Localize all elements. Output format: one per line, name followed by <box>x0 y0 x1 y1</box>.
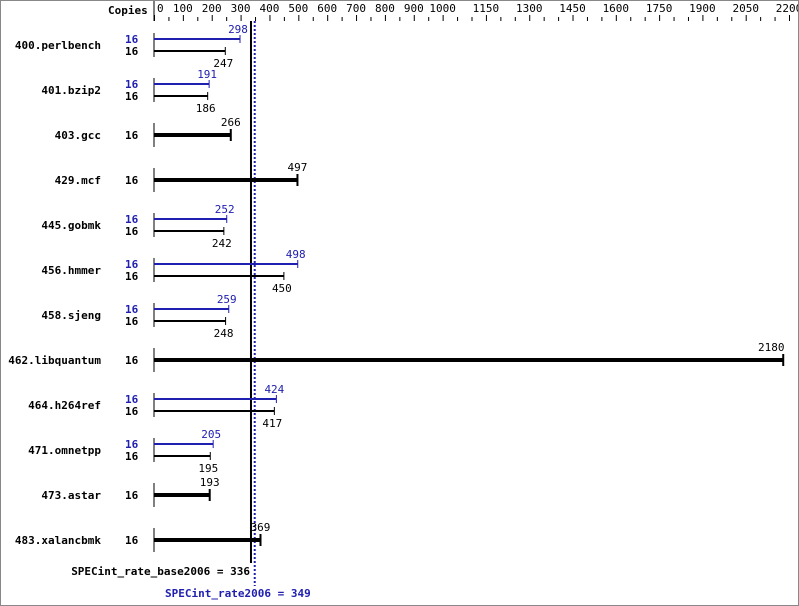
benchmark-name: 471.omnetpp <box>28 444 101 457</box>
tick-label: 2050 <box>732 2 759 15</box>
base-copies: 16 <box>125 129 139 142</box>
base-copies: 16 <box>125 489 139 502</box>
peak-value-label: 259 <box>217 293 237 306</box>
tick-label: 900 <box>404 2 424 15</box>
tick-label: 800 <box>375 2 395 15</box>
tick-label: 1450 <box>559 2 586 15</box>
base-value-label: 417 <box>262 417 282 430</box>
base-value-label: 497 <box>288 161 308 174</box>
tick-label: 1600 <box>603 2 630 15</box>
peak-value-label: 252 <box>215 203 235 216</box>
benchmark-name: 458.sjeng <box>41 309 101 322</box>
base-metric-label: SPECint_rate_base2006 = 336 <box>71 565 250 578</box>
peak-value-label: 424 <box>264 383 284 396</box>
benchmark-name: 429.mcf <box>55 174 101 187</box>
peak-copies: 16 <box>125 258 139 271</box>
base-value-label: 266 <box>221 116 241 129</box>
base-value-label: 248 <box>214 327 234 340</box>
tick-label: 1150 <box>473 2 500 15</box>
base-copies: 16 <box>125 315 139 328</box>
tick-label: 1000 <box>429 2 456 15</box>
peak-copies: 16 <box>125 78 139 91</box>
benchmark-name: 456.hmmer <box>41 264 101 277</box>
peak-value-label: 191 <box>197 68 217 81</box>
tick-label: 1750 <box>646 2 673 15</box>
tick-label: 700 <box>346 2 366 15</box>
benchmark-name: 462.libquantum <box>8 354 101 367</box>
base-copies: 16 <box>125 354 139 367</box>
tick-label: 400 <box>260 2 280 15</box>
peak-copies: 16 <box>125 213 139 226</box>
peak-value-label: 298 <box>228 23 248 36</box>
base-value-label: 247 <box>213 57 233 70</box>
peak-value-label: 205 <box>201 428 221 441</box>
tick-label: 0 <box>157 2 164 15</box>
base-value-label: 195 <box>198 462 218 475</box>
tick-label: 300 <box>231 2 251 15</box>
benchmark-name: 401.bzip2 <box>41 84 101 97</box>
base-value-label: 186 <box>196 102 216 115</box>
benchmark-name: 483.xalancbmk <box>15 534 101 547</box>
base-copies: 16 <box>125 90 139 103</box>
peak-copies: 16 <box>125 33 139 46</box>
peak-value-label: 498 <box>286 248 306 261</box>
tick-label: 2200 <box>776 2 798 15</box>
peak-copies: 16 <box>125 393 139 406</box>
base-copies: 16 <box>125 450 139 463</box>
peak-copies: 16 <box>125 438 139 451</box>
base-copies: 16 <box>125 405 139 418</box>
benchmark-name: 403.gcc <box>55 129 101 142</box>
tick-label: 500 <box>288 2 308 15</box>
base-value-label: 193 <box>200 476 220 489</box>
tick-label: 1900 <box>689 2 716 15</box>
benchmark-name: 464.h264ref <box>28 399 101 412</box>
base-copies: 16 <box>125 225 139 238</box>
tick-label: 600 <box>317 2 337 15</box>
benchmark-name: 400.perlbench <box>15 39 101 52</box>
base-value-label: 369 <box>251 521 271 534</box>
peak-copies: 16 <box>125 303 139 316</box>
base-value-label: 450 <box>272 282 292 295</box>
benchmark-name: 445.gobmk <box>41 219 101 232</box>
base-copies: 16 <box>125 534 139 547</box>
base-copies: 16 <box>125 174 139 187</box>
tick-label: 200 <box>202 2 222 15</box>
base-copies: 16 <box>125 270 139 283</box>
base-value-label: 2180 <box>758 341 785 354</box>
peak-metric-label: SPECint_rate2006 = 349 <box>165 587 311 600</box>
tick-label: 100 <box>173 2 193 15</box>
copies-header: Copies <box>108 4 148 17</box>
base-copies: 16 <box>125 45 139 58</box>
tick-label: 1300 <box>516 2 543 15</box>
benchmark-name: 473.astar <box>41 489 101 502</box>
base-value-label: 242 <box>212 237 232 250</box>
